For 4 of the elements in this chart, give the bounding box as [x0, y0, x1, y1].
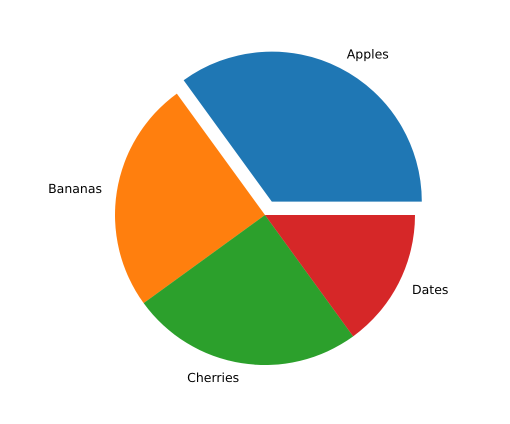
- slice-label: Dates: [412, 282, 448, 297]
- slice-label: Bananas: [48, 181, 102, 196]
- slice-label: Cherries: [187, 370, 240, 385]
- slice-label: Apples: [346, 46, 389, 62]
